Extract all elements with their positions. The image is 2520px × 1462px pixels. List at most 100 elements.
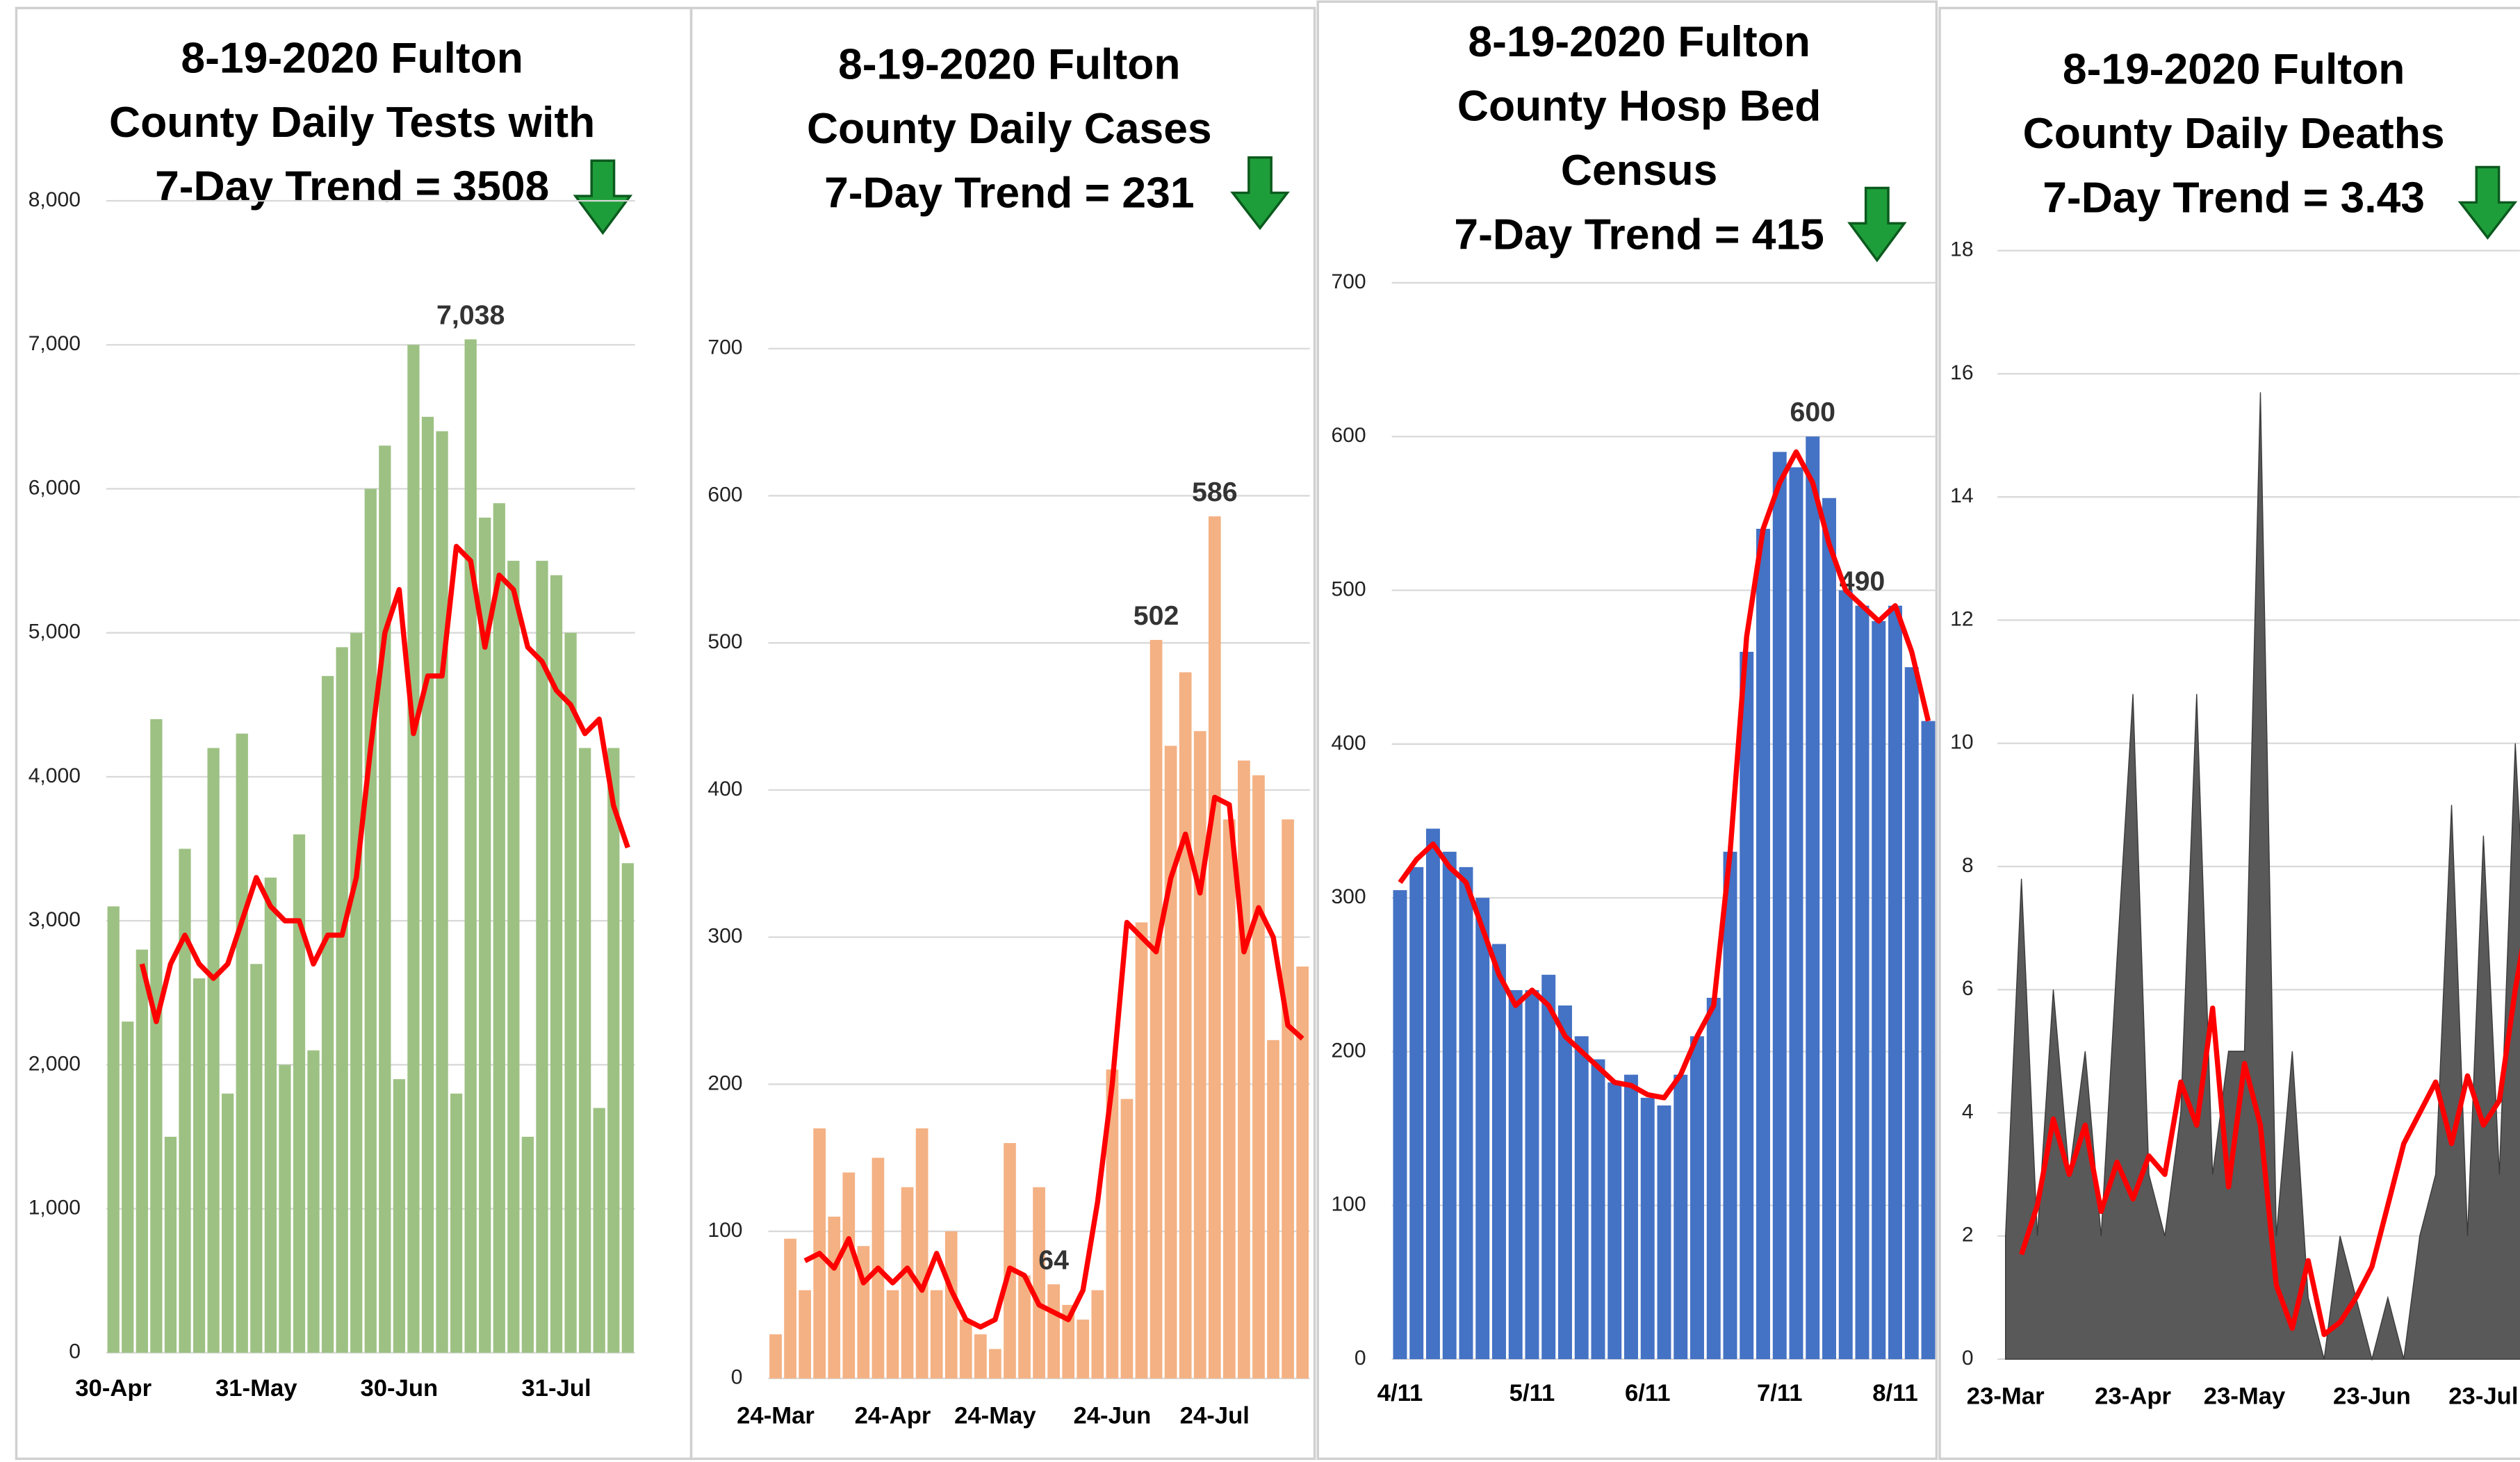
y-tick-label: 200: [707, 1071, 742, 1094]
y-tick-label: 700: [707, 336, 742, 359]
x-tick-label: 24-Apr: [855, 1402, 931, 1429]
x-tick-label: 23-Apr: [2095, 1383, 2171, 1410]
bar: [799, 1290, 811, 1379]
y-tick-label: 300: [1331, 885, 1366, 908]
y-tick-label: 4,000: [28, 764, 81, 787]
y-tick-label: 6,000: [28, 476, 81, 499]
y-tick-label: 500: [707, 630, 742, 653]
bar: [1541, 974, 1556, 1360]
bar: [1740, 652, 1754, 1360]
bar: [1607, 1082, 1622, 1360]
x-tick-label: 7/11: [1757, 1380, 1803, 1406]
bar: [122, 1021, 134, 1353]
bar: [1508, 989, 1523, 1360]
bar: [264, 877, 277, 1353]
trend-line: [139, 543, 630, 1024]
bar: [521, 1136, 534, 1353]
area: [2005, 392, 2520, 1361]
chart-title: 8-19-2020 Fulton: [838, 40, 1180, 89]
y-tick-label: 300: [707, 925, 742, 948]
bar: [1047, 1284, 1060, 1379]
y-tick-label: 7,000: [28, 332, 81, 355]
bar: [784, 1238, 796, 1379]
trend-arrows: [573, 156, 2518, 263]
y-tick-label: 0: [1962, 1347, 1974, 1370]
bar: [1558, 1005, 1572, 1360]
chart-title: 8-19-2020 Fulton: [2063, 45, 2405, 94]
bar: [989, 1349, 1001, 1379]
data-label: 586: [1192, 477, 1238, 507]
bar: [1208, 516, 1221, 1379]
bar: [1838, 590, 1853, 1360]
y-tick-label: 16: [1950, 361, 1973, 384]
bar: [1756, 529, 1770, 1360]
bar: [1149, 639, 1163, 1379]
y-tick-label: 2,000: [28, 1052, 81, 1075]
bar: [321, 675, 334, 1353]
bar: [536, 561, 548, 1353]
bar: [364, 488, 377, 1353]
bar: [842, 1172, 856, 1379]
bar: [564, 632, 577, 1353]
y-tick-label: 4: [1962, 1100, 1974, 1123]
chart-title: County Daily Cases: [807, 104, 1212, 153]
bar: [1193, 731, 1206, 1379]
bar: [930, 1290, 943, 1379]
bar: [1442, 851, 1457, 1360]
bar: [450, 1093, 463, 1353]
trend-line: [1398, 449, 1931, 1101]
y-tick-label: 400: [1331, 732, 1366, 755]
y-tick-label: 12: [1950, 607, 1973, 630]
bar: [974, 1334, 987, 1379]
bar: [1252, 775, 1265, 1379]
bar: [593, 1108, 605, 1353]
chart-title: 8-19-2020 Fulton: [181, 33, 523, 82]
y-tick-label: 5,000: [28, 621, 81, 643]
chart-title: 7-Day Trend = 231: [824, 169, 1194, 217]
bar: [479, 517, 491, 1353]
bar: [1921, 721, 1936, 1360]
chart-title: 7-Day Trend = 3.43: [2043, 173, 2425, 222]
bar: [1223, 819, 1236, 1379]
y-tick-label: 600: [1331, 424, 1366, 447]
bar: [222, 1093, 234, 1353]
chart-title: County Hosp Bed: [1457, 82, 1822, 131]
bar: [1033, 1187, 1045, 1379]
chart-title: County Daily Deaths: [2023, 109, 2445, 158]
bar: [1822, 498, 1836, 1360]
bar: [1296, 966, 1309, 1379]
bar: [1772, 452, 1787, 1360]
bar: [1459, 866, 1473, 1360]
data-label: 7,038: [436, 299, 505, 330]
x-tick-label: 23-Jun: [2333, 1383, 2411, 1410]
x-tick-label: 5/11: [1509, 1380, 1555, 1406]
y-tick-label: 8: [1962, 854, 1974, 877]
bar: [1789, 467, 1803, 1360]
bar: [915, 1128, 928, 1379]
y-tick-label: 6: [1962, 977, 1974, 1000]
bar: [1409, 866, 1424, 1360]
chart-title: 8-19-2020 Fulton: [1468, 17, 1810, 66]
bar: [336, 647, 348, 1353]
data-label: 502: [1134, 600, 1179, 631]
y-tick-label: 500: [1331, 577, 1366, 600]
bar: [1164, 746, 1177, 1379]
bar: [1640, 1097, 1655, 1360]
bar: [407, 345, 420, 1353]
bar: [1674, 1074, 1688, 1360]
bar: [164, 1136, 177, 1353]
bar: [959, 1320, 972, 1379]
bar: [293, 834, 306, 1353]
y-tick-label: 8,000: [28, 188, 81, 211]
bar: [1004, 1143, 1016, 1379]
bar: [421, 416, 434, 1353]
y-tick-label: 0: [1355, 1347, 1366, 1370]
bar: [1855, 605, 1869, 1360]
bar: [493, 503, 505, 1353]
data-label: 600: [1790, 397, 1835, 427]
bar: [1525, 989, 1539, 1360]
bar: [1179, 672, 1192, 1379]
y-tick-label: 700: [1331, 270, 1366, 293]
bar: [1574, 1036, 1589, 1360]
